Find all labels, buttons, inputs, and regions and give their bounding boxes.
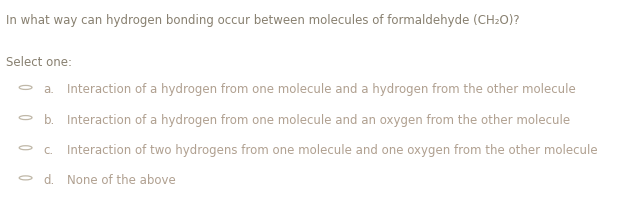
- Circle shape: [19, 116, 32, 120]
- Text: None of the above: None of the above: [67, 173, 176, 186]
- Text: In what way can hydrogen bonding occur between molecules of formaldehyde (CH₂O)?: In what way can hydrogen bonding occur b…: [6, 14, 520, 27]
- Text: b.: b.: [44, 113, 55, 126]
- Text: Select one:: Select one:: [6, 56, 72, 69]
- Circle shape: [19, 86, 32, 90]
- Text: Interaction of two hydrogens from one molecule and one oxygen from the other mol: Interaction of two hydrogens from one mo…: [67, 143, 598, 156]
- Text: d.: d.: [44, 173, 55, 186]
- Circle shape: [19, 176, 32, 180]
- Text: Interaction of a hydrogen from one molecule and an oxygen from the other molecul: Interaction of a hydrogen from one molec…: [67, 113, 570, 126]
- Text: a.: a.: [44, 83, 54, 96]
- Text: Interaction of a hydrogen from one molecule and a hydrogen from the other molecu: Interaction of a hydrogen from one molec…: [67, 83, 576, 96]
- Text: c.: c.: [44, 143, 54, 156]
- Circle shape: [19, 146, 32, 150]
